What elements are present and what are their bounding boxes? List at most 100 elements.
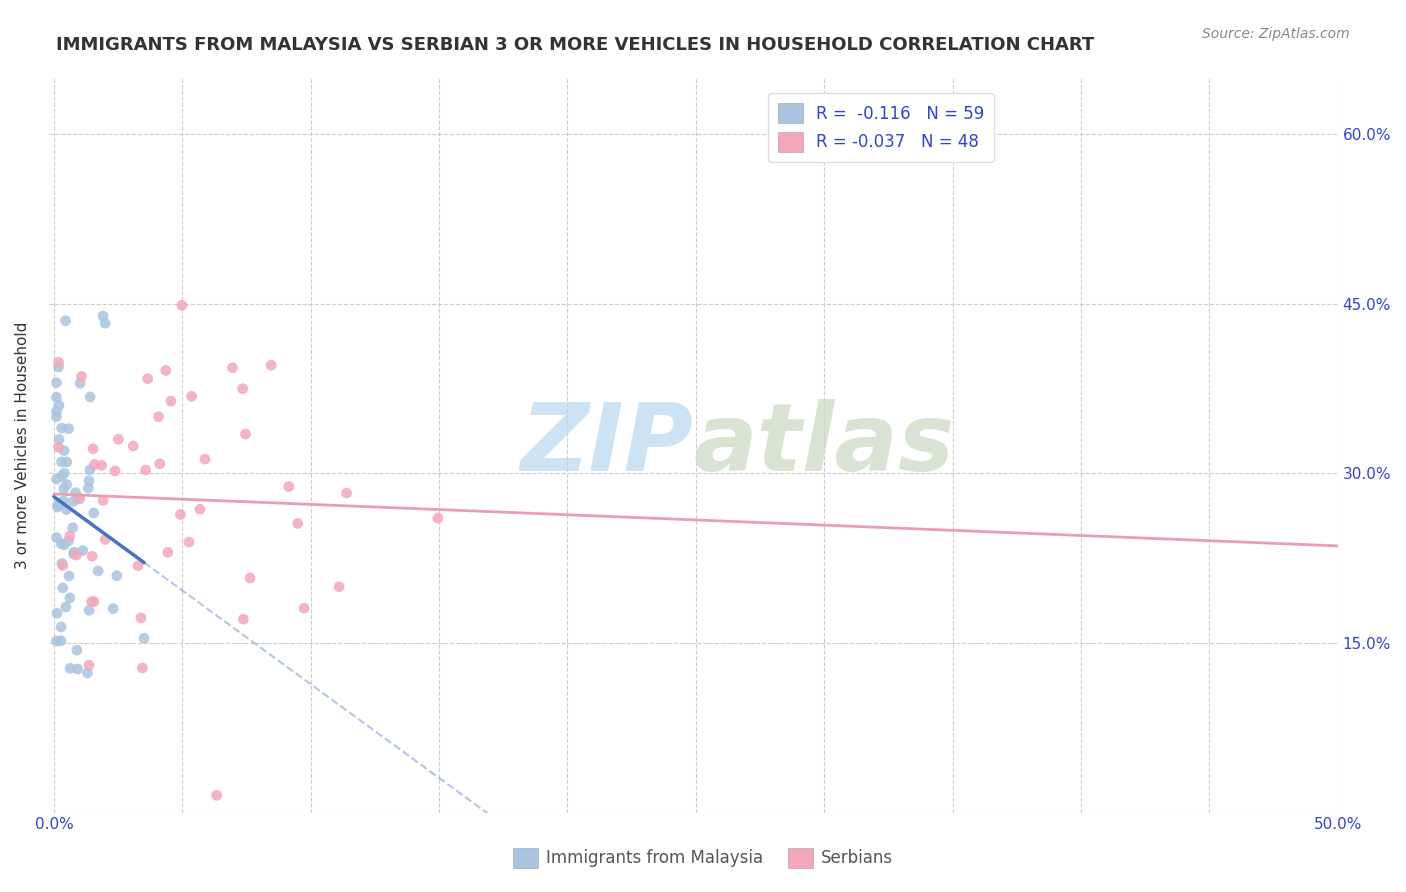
Point (79, 463, 101, 477)
Point (77, 658, 100, 673)
Point (328, 580, 350, 594)
Point (55, 314, 77, 328)
Point (55, 599, 77, 614)
Point (260, 358, 283, 372)
Point (58, 569, 80, 583)
Point (67, 491, 90, 505)
Point (51, 469, 73, 483)
Point (107, 433, 129, 447)
Point (45, 390, 67, 404)
Y-axis label: 3 or more Vehicles in Household: 3 or more Vehicles in Household (15, 321, 30, 569)
Point (46, 607, 69, 621)
Point (148, 409, 170, 424)
Point (292, 601, 315, 615)
Point (235, 427, 257, 442)
Point (70, 369, 93, 384)
Point (65, 485, 87, 500)
Point (122, 439, 145, 453)
Point (105, 568, 128, 582)
Point (83, 506, 105, 520)
Point (79, 390, 101, 404)
Point (48, 440, 70, 454)
Point (59, 529, 82, 543)
Legend: R =  -0.116   N = 59, R = -0.037   N = 48: R = -0.116 N = 59, R = -0.037 N = 48 (768, 93, 994, 162)
Point (156, 545, 179, 559)
Point (48, 355, 70, 369)
Point (131, 661, 153, 675)
Point (45, 472, 67, 486)
Point (83, 458, 105, 472)
Point (45, 409, 67, 424)
Point (335, 486, 357, 500)
Point (48, 433, 70, 447)
Point (188, 502, 211, 516)
Point (63, 545, 86, 559)
Point (45, 634, 67, 648)
Point (77, 474, 100, 488)
Point (48, 359, 70, 374)
Point (82, 549, 104, 564)
Text: ZIP: ZIP (520, 399, 693, 491)
Point (55, 502, 77, 516)
Point (52, 482, 75, 496)
Point (77, 603, 100, 617)
Point (51, 421, 73, 435)
Point (194, 452, 217, 467)
Point (177, 535, 200, 549)
Point (104, 464, 127, 478)
Point (149, 457, 172, 471)
Point (77, 481, 100, 495)
Point (87, 564, 110, 578)
Point (180, 389, 202, 403)
Point (66, 662, 89, 676)
Point (62, 547, 84, 561)
Point (287, 516, 309, 531)
Point (136, 372, 159, 386)
Point (83, 594, 105, 608)
Point (51, 455, 73, 469)
Point (58, 533, 80, 548)
Point (69, 491, 91, 506)
Point (59, 661, 82, 675)
Point (45, 404, 67, 418)
Point (55, 455, 77, 469)
Point (135, 463, 157, 477)
Point (69, 376, 91, 391)
Point (155, 363, 177, 377)
Point (160, 394, 183, 409)
Point (53, 467, 76, 481)
Point (103, 601, 125, 615)
Point (239, 571, 262, 585)
Point (170, 298, 193, 312)
Point (62, 521, 84, 535)
Point (66, 643, 89, 657)
Point (53, 443, 76, 458)
Point (62, 494, 84, 508)
Point (91, 309, 114, 323)
Point (53, 538, 76, 552)
Point (46, 499, 69, 513)
Point (82, 442, 104, 456)
Point (51, 537, 73, 551)
Point (58, 422, 80, 436)
Point (80, 594, 103, 608)
Point (205, 789, 228, 803)
Point (132, 632, 155, 646)
Point (46, 500, 69, 514)
Point (90, 458, 112, 473)
Point (49, 620, 72, 634)
Point (76, 665, 98, 680)
Point (52, 558, 75, 573)
Point (45, 376, 67, 390)
Point (232, 382, 254, 396)
Legend: Immigrants from Malaysia, Serbians: Immigrants from Malaysia, Serbians (506, 841, 900, 875)
Text: IMMIGRANTS FROM MALAYSIA VS SERBIAN 3 OR MORE VEHICLES IN HOUSEHOLD CORRELATION : IMMIGRANTS FROM MALAYSIA VS SERBIAN 3 OR… (56, 36, 1094, 54)
Point (45, 531, 67, 545)
Point (129, 611, 152, 625)
Point (426, 511, 449, 525)
Point (94, 533, 117, 547)
Text: Source: ZipAtlas.com: Source: ZipAtlas.com (1202, 27, 1350, 41)
Point (127, 558, 149, 573)
Point (91, 493, 114, 508)
Text: atlas: atlas (693, 399, 955, 491)
